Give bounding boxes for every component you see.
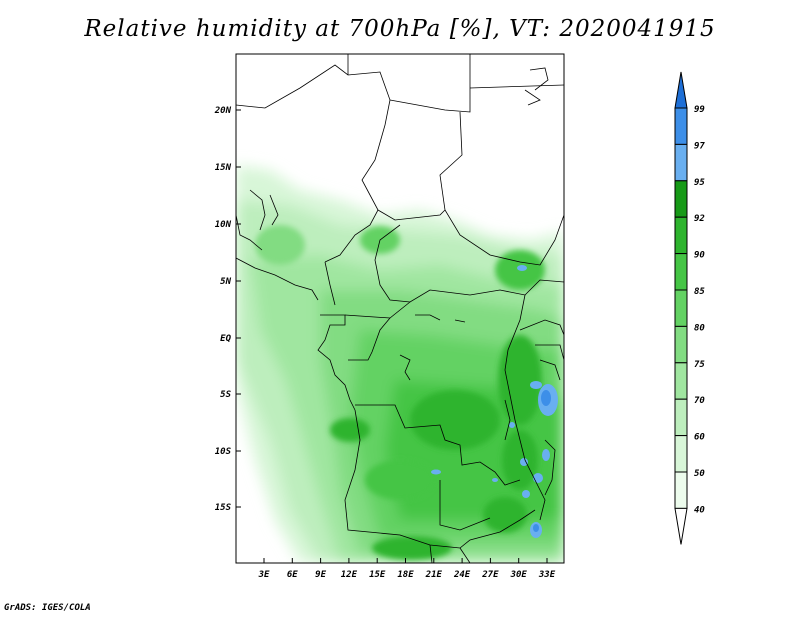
- lon-tick-label: 27E: [481, 570, 499, 580]
- lat-tick-label: EQ: [220, 334, 231, 344]
- colorbar-level-label: 70: [694, 396, 705, 406]
- colorbar-bottom-arrow: [674, 507, 688, 545]
- colorbar-segment: [674, 362, 688, 400]
- lon-tick-label: 9E: [315, 570, 326, 580]
- colorbar-level-label: 95: [694, 178, 705, 188]
- lat-tick-label: 15S: [215, 503, 232, 513]
- lon-tick-label: 18E: [397, 570, 414, 580]
- lon-tick-label: 6E: [287, 570, 298, 580]
- colorbar-segment: [674, 216, 688, 255]
- grads-credit: GrADS: IGES/COLA: [4, 603, 91, 613]
- colorbar-segment: [674, 107, 688, 145]
- lon-tick-label: 12E: [341, 570, 358, 580]
- lon-tick-label: 3E: [258, 570, 270, 580]
- high-humidity-spots: [431, 265, 558, 538]
- lat-tick-label: 10S: [215, 447, 232, 457]
- lat-tick-label: 10N: [215, 220, 232, 230]
- colorbar-level-label: 75: [694, 360, 705, 370]
- map-title: Relative humidity at 700hPa [%], VT: 202…: [84, 16, 716, 42]
- colorbar-top-arrow: [674, 71, 688, 109]
- colorbar-segment: [674, 398, 688, 437]
- colorbar-level-label: 50: [694, 469, 705, 479]
- colorbar-level-label: 60: [694, 433, 705, 443]
- colorbar-level-label: 40: [694, 505, 705, 515]
- map-frame: [235, 53, 565, 564]
- lat-tick-label: 20N: [214, 106, 232, 116]
- lon-tick-label: 21E: [425, 570, 443, 580]
- colorbar-level-label: 80: [694, 323, 705, 333]
- colorbar-segment: [674, 143, 688, 182]
- colorbar-segment: [674, 180, 688, 218]
- lon-tick-label: 15E: [369, 570, 386, 580]
- lon-tick-label: 24E: [453, 570, 471, 580]
- longitude-axis: 3E 6E 9E 12E 15E 18E 21E 24E 27E 30E 33E: [258, 558, 556, 580]
- lon-tick-label: 33E: [538, 570, 556, 580]
- colorbar-segment: [674, 325, 688, 364]
- humidity-field: [236, 54, 564, 563]
- lat-tick-label: 15N: [215, 163, 232, 173]
- colorbar-level-label: 97: [694, 141, 705, 151]
- colorbar-segment: [674, 289, 688, 327]
- colorbar-segment: [674, 253, 688, 291]
- colorbar-segment: [674, 435, 688, 473]
- colorbar-legend: 99 97 95 92 90 85 80 75 70 60 50 40: [674, 71, 705, 545]
- country-borders: [236, 54, 564, 563]
- lon-tick-label: 30E: [510, 570, 528, 580]
- lat-tick-label: 5N: [220, 277, 231, 287]
- colorbar-segment: [674, 471, 688, 509]
- colorbar-level-label: 92: [694, 214, 705, 224]
- colorbar-level-label: 99: [694, 105, 705, 115]
- colorbar-level-label: 85: [694, 287, 705, 297]
- lat-tick-label: 5S: [220, 390, 231, 400]
- colorbar-level-label: 90: [694, 251, 705, 261]
- latitude-axis: 20N 15N 10N 5N EQ 5S 10S 15S: [214, 106, 241, 513]
